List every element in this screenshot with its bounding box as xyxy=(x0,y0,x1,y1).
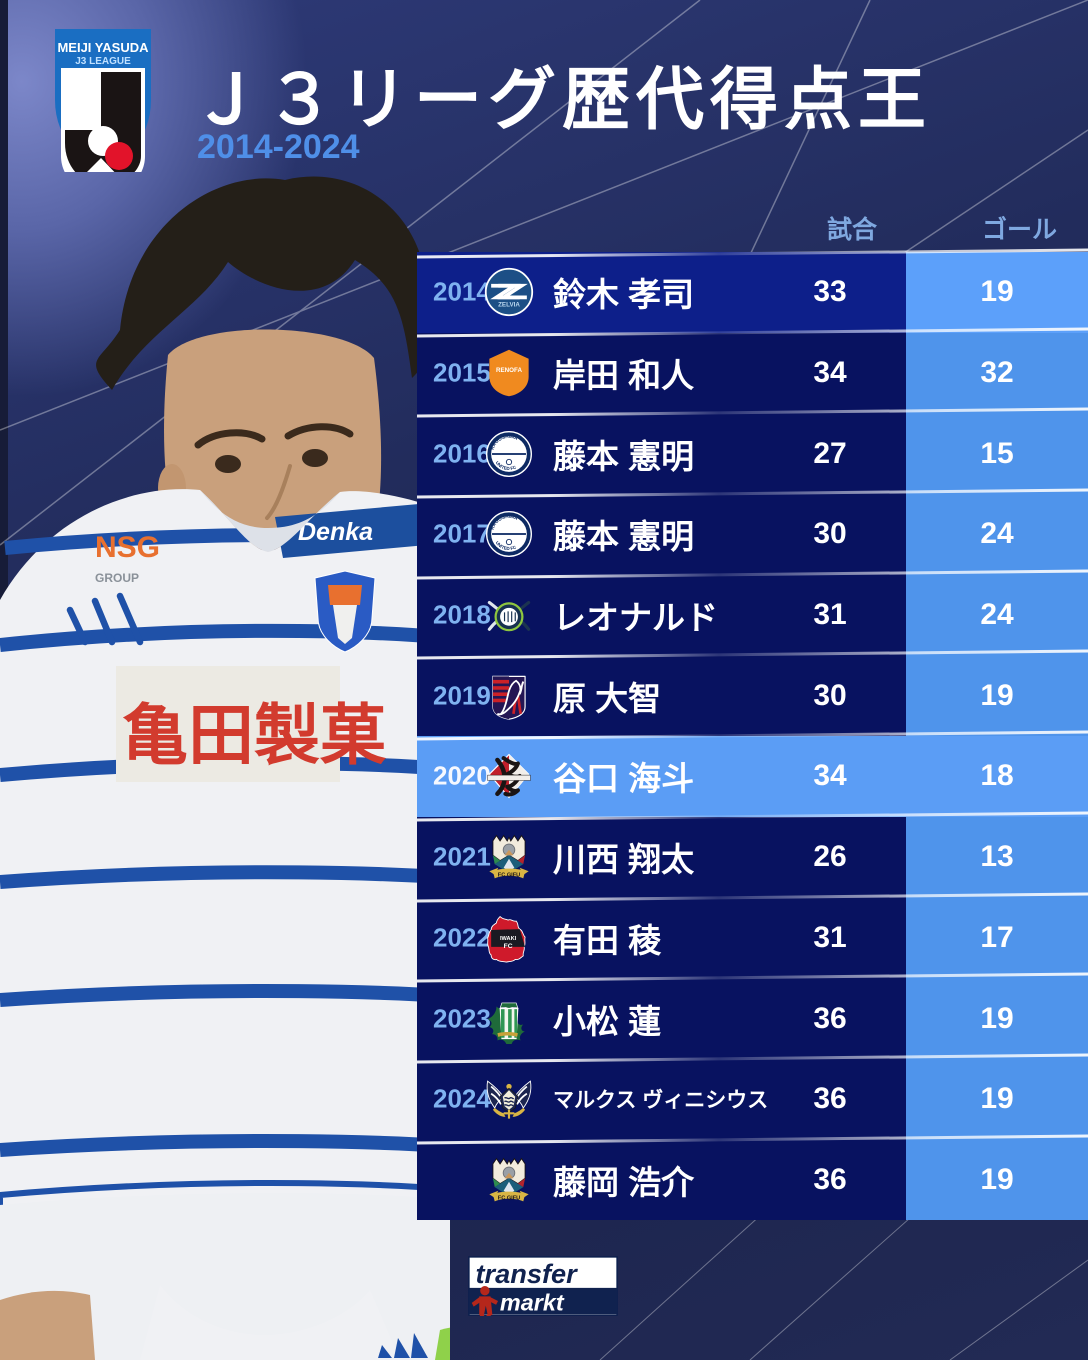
svg-text:IWAKI: IWAKI xyxy=(500,936,517,942)
svg-text:Denka: Denka xyxy=(298,518,373,546)
svg-text:FC GIFU: FC GIFU xyxy=(498,873,520,879)
svg-text:transfer: transfer xyxy=(476,1258,579,1289)
svg-text:FC GIFU: FC GIFU xyxy=(498,1196,520,1202)
svg-text:RENOFA: RENOFA xyxy=(496,367,523,374)
svg-text:亀田製菓: 亀田製菓 xyxy=(122,698,386,772)
svg-text:markt: markt xyxy=(500,1289,565,1315)
svg-text:NSG: NSG xyxy=(95,531,160,564)
svg-text:ZELVIA: ZELVIA xyxy=(498,302,520,309)
svg-text:FC: FC xyxy=(504,943,513,950)
svg-text:GROUP: GROUP xyxy=(95,571,139,585)
